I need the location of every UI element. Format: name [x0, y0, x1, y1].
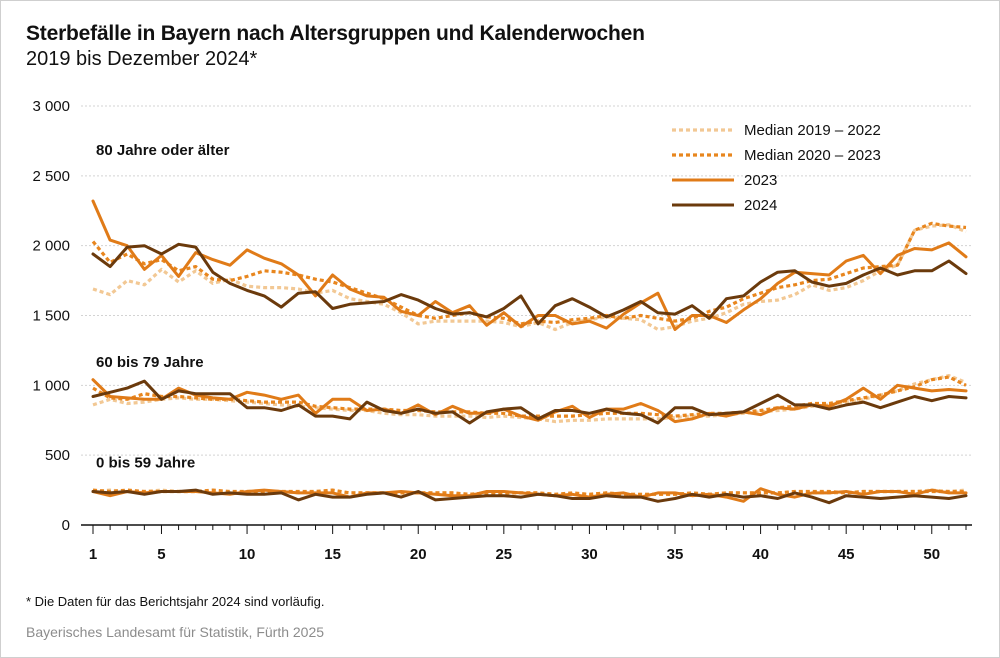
- x-tick-label: 25: [495, 546, 512, 563]
- y-axis: 0 500 1 000 1 500 2 000 2 500 3 000: [32, 98, 70, 534]
- series-line-2024-group-1: [91, 242, 968, 326]
- chart-title: Sterbefälle in Bayern nach Altersgruppen…: [26, 22, 645, 45]
- y-tick-label: 2 000: [32, 238, 70, 255]
- x-tick-label: 1: [89, 546, 97, 563]
- legend-label: 2023: [744, 172, 777, 189]
- series-line-2023-group-1: [91, 199, 968, 331]
- y-tick-label: 1 500: [32, 308, 70, 325]
- x-axis: 1 5 10 15 20 25 30 35 40 45 50: [81, 524, 972, 563]
- gridlines: [81, 105, 972, 456]
- legend-label: Median 2020 – 2023: [744, 147, 881, 164]
- x-tick-label: 20: [410, 546, 427, 563]
- x-tick-label: 50: [923, 546, 940, 563]
- series-line-2024-group-2: [91, 379, 968, 425]
- series-line-median-2020-2023-group-2: [92, 375, 967, 418]
- group-labels: 80 Jahre oder älter 60 bis 79 Jahre 0 bis …: [96, 142, 230, 472]
- legend-label: 2024: [744, 197, 777, 214]
- x-tick-label: 40: [752, 546, 769, 563]
- y-tick-label: 500: [45, 447, 70, 464]
- group-label: 0 bis 59 Jahre: [96, 455, 195, 472]
- x-tick-label: 5: [157, 546, 165, 563]
- x-tick-label: 10: [239, 546, 256, 563]
- series-lines: [91, 199, 968, 505]
- source-note: Bayerisches Landesamt für Statistik, Für…: [26, 624, 325, 640]
- footnote: * Die Daten für das Berichtsjahr 2024 si…: [26, 594, 325, 609]
- x-tick-label: 35: [667, 546, 684, 563]
- y-tick-label: 3 000: [32, 98, 70, 115]
- y-tick-label: 2 500: [32, 168, 70, 185]
- x-tick-label: 15: [324, 546, 341, 563]
- x-tick-label: 45: [838, 546, 855, 563]
- series-line-median-2019-2022-group-1: [92, 223, 967, 332]
- x-tick-label: 30: [581, 546, 598, 563]
- group-label: 80 Jahre oder älter: [96, 142, 230, 159]
- y-tick-label: 0: [62, 517, 70, 534]
- chart-subtitle: 2019 bis Dezember 2024*: [26, 48, 258, 70]
- y-tick-label: 1 000: [32, 377, 70, 394]
- legend: Median 2019 – 2022 Median 2020 – 2023 2023…: [672, 122, 881, 214]
- group-label: 60 bis 79 Jahre: [96, 354, 204, 371]
- series-line-2024-group-3: [91, 488, 968, 505]
- legend-label: Median 2019 – 2022: [744, 122, 881, 139]
